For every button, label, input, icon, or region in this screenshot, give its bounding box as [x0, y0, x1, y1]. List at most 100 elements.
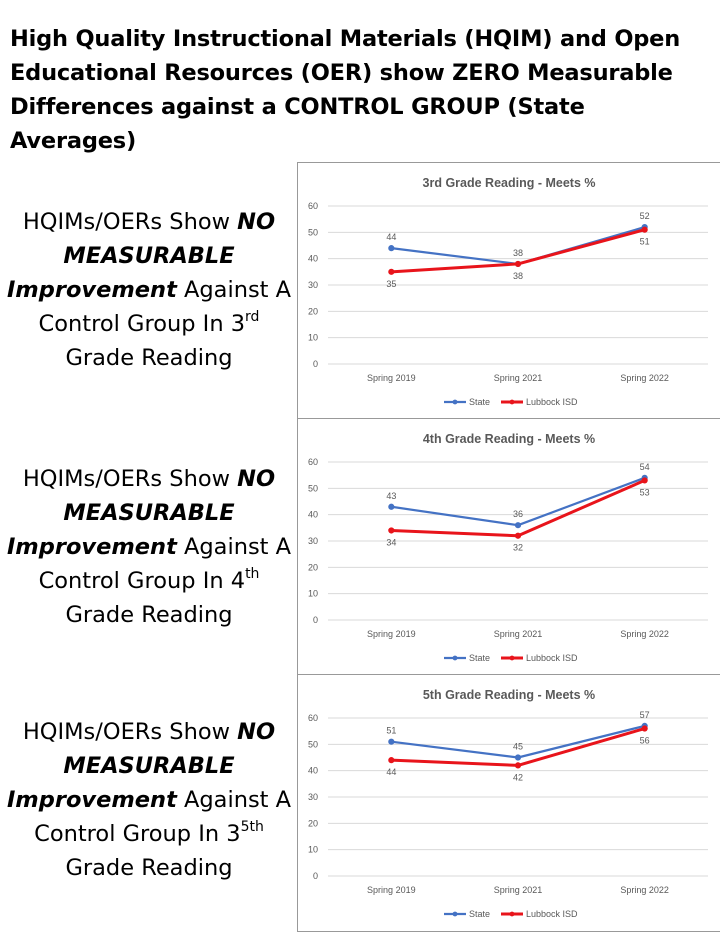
data-point-lubbock-isd: [388, 527, 395, 534]
data-point-lubbock-isd: [388, 757, 395, 764]
y-tick-label: 20: [308, 306, 318, 316]
data-point-state: [388, 245, 395, 252]
data-label-lubbock-isd: 53: [640, 487, 650, 497]
data-point-lubbock-isd: [514, 532, 522, 539]
data-label-lubbock-isd: 38: [513, 271, 523, 281]
data-label-state: 54: [640, 462, 650, 472]
claim-grade-5: HQIMs/OERs Show NO MEASURABLE Improvemen…: [2, 715, 296, 885]
y-tick-label: 40: [308, 254, 318, 264]
chart-panel-grade-3: 3rd Grade Reading - Meets % 0 10 20 30 40 50 60…: [297, 162, 720, 419]
data-label-lubbock-isd: 34: [386, 537, 396, 547]
claim-line: Control Group In 3rd: [38, 308, 260, 338]
claim-line: Improvement Against A: [6, 534, 292, 560]
data-label-lubbock-isd: 51: [640, 237, 650, 247]
legend-marker-state: [452, 399, 458, 405]
y-tick-label: 50: [308, 739, 318, 749]
data-label-lubbock-isd: 44: [386, 767, 396, 777]
data-point-lubbock-isd: [641, 725, 648, 732]
claim-line: HQIMs/OERs Show NO: [22, 466, 276, 492]
y-tick-label: 20: [308, 818, 318, 828]
y-tick-label: 30: [308, 792, 318, 802]
claim-line: MEASURABLE: [63, 753, 235, 779]
x-tick-label: Spring 2021: [494, 629, 543, 639]
y-tick-label: 60: [308, 201, 318, 211]
y-tick-label: 50: [308, 483, 318, 493]
chart-title: 5th Grade Reading - Meets %: [423, 688, 595, 702]
y-tick-label: 20: [308, 562, 318, 572]
data-label-state: 51: [386, 726, 396, 736]
legend-label-lubbock-isd: Lubbock ISD: [526, 397, 578, 407]
y-tick-label: 40: [308, 510, 318, 520]
y-tick-label: 30: [308, 280, 318, 290]
claim-grade-3: HQIMs/OERs Show NO MEASURABLE Improvemen…: [2, 205, 296, 375]
y-tick-label: 50: [308, 227, 318, 237]
claim-line: Improvement Against A: [6, 787, 292, 813]
data-point-lubbock-isd: [514, 260, 522, 268]
data-point-lubbock-isd: [641, 477, 648, 484]
y-tick-label: 60: [308, 457, 318, 467]
data-label-state: 52: [640, 211, 650, 221]
data-point-state: [514, 522, 522, 529]
y-tick-label: 10: [308, 845, 318, 855]
x-tick-label: Spring 2019: [367, 373, 416, 383]
data-label-state: 57: [640, 710, 650, 720]
chart-title: 3rd Grade Reading - Meets %: [423, 176, 596, 190]
x-tick-label: Spring 2019: [367, 629, 416, 639]
data-point-lubbock-isd: [388, 268, 395, 275]
y-tick-label: 0: [313, 871, 318, 881]
line-chart-grade-4: 4th Grade Reading - Meets % 0 10 20 30 40 50 60…: [308, 432, 708, 663]
data-label-lubbock-isd: 56: [640, 736, 650, 746]
data-point-lubbock-isd: [641, 226, 648, 233]
claim-line: HQIMs/OERs Show NO: [22, 209, 276, 235]
line-chart-grade-5: 5th Grade Reading - Meets % 0 10 20 30 40 50 60…: [308, 688, 708, 919]
y-tick-label: 60: [308, 713, 318, 723]
claim-grade-4: HQIMs/OERs Show NO MEASURABLE Improvemen…: [2, 462, 296, 632]
data-point-state: [388, 738, 395, 745]
data-label-state: 38: [513, 248, 523, 258]
y-tick-label: 0: [313, 615, 318, 625]
data-label-state: 43: [386, 491, 396, 501]
data-point-state: [514, 754, 522, 761]
claim-line: Control Group In 4th: [38, 565, 260, 595]
x-tick-label: Spring 2019: [367, 885, 416, 895]
legend-marker-lubbock-isd: [509, 911, 515, 917]
claim-line: MEASURABLE: [63, 500, 235, 526]
claim-line: Grade Reading: [65, 345, 233, 371]
y-tick-label: 40: [308, 766, 318, 776]
y-tick-label: 30: [308, 536, 318, 546]
y-tick-label: 10: [308, 589, 318, 599]
legend-label-state: State: [469, 397, 490, 407]
x-tick-label: Spring 2022: [620, 373, 669, 383]
x-tick-label: Spring 2021: [494, 373, 543, 383]
legend-label-lubbock-isd: Lubbock ISD: [526, 909, 578, 919]
y-tick-label: 0: [313, 359, 318, 369]
data-label-lubbock-isd: 42: [513, 772, 523, 782]
x-tick-label: Spring 2022: [620, 885, 669, 895]
claim-line: Improvement Against A: [6, 277, 292, 303]
claim-line: MEASURABLE: [63, 243, 235, 269]
data-label-state: 44: [386, 232, 396, 242]
claim-line: Control Group In 35th: [34, 818, 264, 848]
page-title: High Quality Instructional Materials (HQ…: [10, 26, 681, 154]
legend-label-state: State: [469, 653, 490, 663]
data-point-lubbock-isd: [514, 762, 522, 769]
claim-line: Grade Reading: [65, 855, 233, 881]
data-label-state: 45: [513, 742, 523, 752]
data-label-state: 36: [513, 509, 523, 519]
line-chart-grade-3: 3rd Grade Reading - Meets % 0 10 20 30 40 50 60…: [308, 176, 708, 407]
legend-label-lubbock-isd: Lubbock ISD: [526, 653, 578, 663]
y-tick-label: 10: [308, 333, 318, 343]
chart-title: 4th Grade Reading - Meets %: [423, 432, 595, 446]
legend-label-state: State: [469, 909, 490, 919]
legend-marker-lubbock-isd: [509, 655, 515, 661]
x-tick-label: Spring 2022: [620, 629, 669, 639]
legend-marker-lubbock-isd: [509, 399, 515, 405]
x-tick-label: Spring 2021: [494, 885, 543, 895]
claim-line: Grade Reading: [65, 602, 233, 628]
claim-line: HQIMs/OERs Show NO: [22, 719, 276, 745]
chart-panel-grade-5: 5th Grade Reading - Meets % 0 10 20 30 40 50 60…: [297, 674, 720, 932]
data-label-lubbock-isd: 35: [386, 279, 396, 289]
chart-panel-grade-4: 4th Grade Reading - Meets % 0 10 20 30 40 50 60…: [297, 418, 720, 675]
legend-marker-state: [452, 911, 458, 917]
legend-marker-state: [452, 655, 458, 661]
